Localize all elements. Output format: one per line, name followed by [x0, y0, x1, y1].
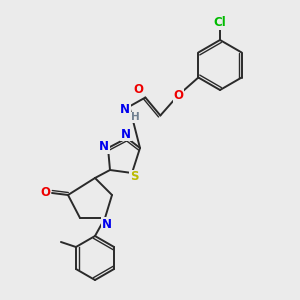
Text: O: O — [133, 83, 143, 96]
Text: Cl: Cl — [214, 16, 226, 29]
Text: O: O — [173, 89, 183, 102]
Text: H: H — [131, 112, 140, 122]
Text: O: O — [40, 187, 50, 200]
Text: N: N — [102, 218, 112, 230]
Text: S: S — [130, 170, 138, 184]
Text: N: N — [120, 103, 130, 116]
Text: N: N — [121, 128, 131, 140]
Text: N: N — [99, 140, 109, 154]
